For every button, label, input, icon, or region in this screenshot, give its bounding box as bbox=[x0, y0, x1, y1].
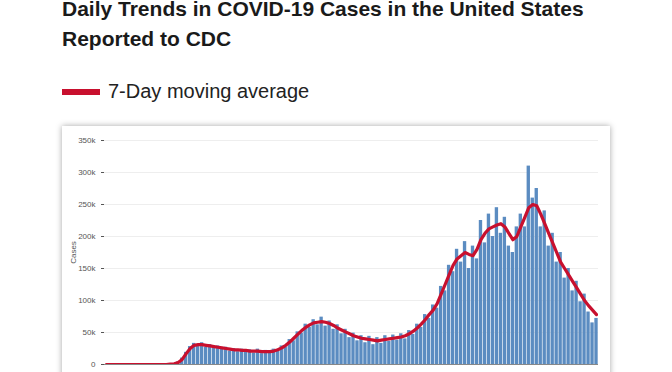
svg-text:150k: 150k bbox=[78, 264, 96, 273]
svg-text:Cases: Cases bbox=[69, 241, 78, 264]
svg-text:250k: 250k bbox=[78, 200, 96, 209]
html-text:7-Day moving average: 7-Day moving average bbox=[108, 80, 310, 102]
svg-text:0: 0 bbox=[91, 360, 96, 369]
svg-text:300k: 300k bbox=[78, 168, 96, 177]
svg-text:100k: 100k bbox=[78, 296, 96, 305]
svg-text:50k: 50k bbox=[83, 328, 97, 337]
svg-text:200k: 200k bbox=[78, 232, 96, 241]
svg-text:350k: 350k bbox=[78, 136, 96, 145]
